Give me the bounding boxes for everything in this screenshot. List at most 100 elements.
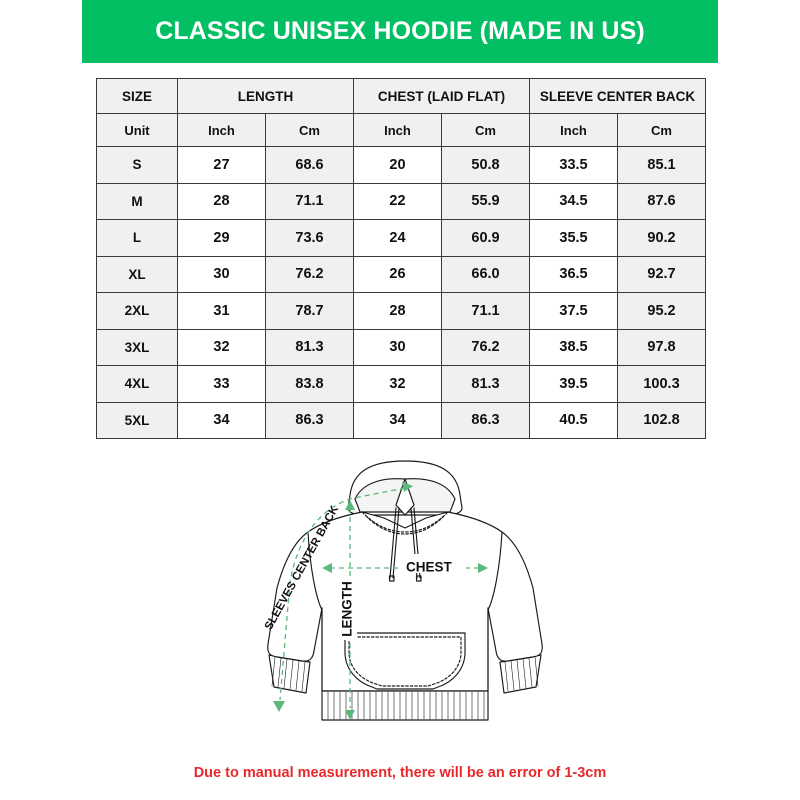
cell-length-inch: 28 <box>177 182 266 220</box>
cell-sleeve-inch: 34.5 <box>529 182 619 220</box>
length-label-bg <box>338 578 357 640</box>
cell-chest-inch: 26 <box>353 255 442 293</box>
cell-size: L <box>96 219 178 257</box>
cell-chest-inch: 32 <box>353 365 442 403</box>
chest-arrow-right <box>478 563 488 573</box>
cell-sleeve-cm: 102.8 <box>617 401 707 439</box>
kangaroo-pocket <box>344 632 466 690</box>
table-row: XL 30 76.2 26 66.0 36.5 92.7 <box>96 255 707 293</box>
cell-sleeve-inch: 36.5 <box>529 255 619 293</box>
cell-sleeve-inch: 37.5 <box>529 292 619 330</box>
unit-header-chest-in: Inch <box>353 113 442 147</box>
cell-sleeve-cm: 87.6 <box>617 182 707 220</box>
cell-chest-inch: 30 <box>353 328 442 366</box>
cell-chest-cm: 81.3 <box>440 365 531 403</box>
cell-length-inch: 31 <box>177 292 266 330</box>
cell-sleeve-cm: 92.7 <box>617 255 707 293</box>
size-chart-table: SIZE LENGTH CHEST (LAID FLAT) SLEEVE CEN… <box>96 78 707 439</box>
hoodie-measurement-diagram: CHEST LENGTH SLEEVES CENTER BACK <box>250 448 560 753</box>
cell-length-cm: 86.3 <box>265 401 354 439</box>
sleeve-measure-line <box>279 487 406 701</box>
table-row: S 27 68.6 20 50.8 33.5 85.1 <box>96 146 707 184</box>
table-row: 4XL 33 83.8 32 81.3 39.5 100.3 <box>96 365 707 403</box>
cell-chest-cm: 66.0 <box>440 255 531 293</box>
unit-header-row: Unit Inch Cm Inch Cm Inch Cm <box>96 113 707 147</box>
cell-length-inch: 27 <box>177 146 266 184</box>
length-label: LENGTH <box>340 581 355 637</box>
cell-length-cm: 83.8 <box>265 365 354 403</box>
cell-length-inch: 33 <box>177 365 266 403</box>
cell-sleeve-inch: 39.5 <box>529 365 619 403</box>
cell-chest-cm: 55.9 <box>440 182 531 220</box>
table-row: L 29 73.6 24 60.9 35.5 90.2 <box>96 219 707 257</box>
drawstring-left <box>389 507 397 579</box>
waistband <box>321 690 489 721</box>
cell-chest-inch: 28 <box>353 292 442 330</box>
cell-chest-inch: 20 <box>353 146 442 184</box>
waistband-ribbing <box>327 691 485 720</box>
cell-chest-cm: 50.8 <box>440 146 531 184</box>
unit-header-length-cm: Cm <box>265 113 354 147</box>
cell-chest-inch: 22 <box>353 182 442 220</box>
cell-length-cm: 71.1 <box>265 182 354 220</box>
chest-arrow-left <box>322 563 332 573</box>
cuff-right-ribbing <box>504 656 539 692</box>
chest-label: CHEST <box>406 560 453 575</box>
unit-header-label: Unit <box>96 113 178 147</box>
title-banner: CLASSIC UNISEX HOODIE (MADE IN US) <box>82 0 718 63</box>
unit-header-length-in: Inch <box>177 113 266 147</box>
measurement-disclaimer: Due to manual measurement, there will be… <box>193 765 607 781</box>
cell-sleeve-cm: 85.1 <box>617 146 707 184</box>
cell-length-cm: 73.6 <box>265 219 354 257</box>
unit-header-sleeve-in: Inch <box>529 113 619 147</box>
page-title: CLASSIC UNISEX HOODIE (MADE IN US) <box>155 17 645 45</box>
armhole-right <box>487 531 503 611</box>
cell-length-inch: 32 <box>177 328 266 366</box>
cell-length-cm: 68.6 <box>265 146 354 184</box>
cell-sleeve-cm: 90.2 <box>617 219 707 257</box>
group-header-length: LENGTH <box>177 78 354 114</box>
cell-size: S <box>96 146 178 184</box>
drawstring-left-b <box>392 507 400 579</box>
table-row: M 28 71.1 22 55.9 34.5 87.6 <box>96 182 707 220</box>
cuff-left-ribbing <box>271 656 306 692</box>
unit-header-chest-cm: Cm <box>440 113 531 147</box>
cell-length-cm: 76.2 <box>265 255 354 293</box>
cell-sleeve-cm: 97.8 <box>617 328 707 366</box>
cell-length-inch: 29 <box>177 219 266 257</box>
neckline-seam <box>361 511 449 533</box>
cuff-left <box>268 654 311 694</box>
aglet-right <box>415 575 422 582</box>
cell-chest-cm: 76.2 <box>440 328 531 366</box>
cell-length-inch: 30 <box>177 255 266 293</box>
cell-size: 4XL <box>96 365 178 403</box>
chest-label-bg <box>400 554 466 573</box>
group-header-sleeve: SLEEVE CENTER BACK <box>529 78 707 114</box>
pocket-stitch <box>348 636 462 687</box>
table-body: S 27 68.6 20 50.8 33.5 85.1 M 28 71.1 22 55.9 34.5 87… <box>96 146 707 439</box>
cell-sleeve-inch: 33.5 <box>529 146 619 184</box>
group-header-chest: CHEST (LAID FLAT) <box>352 78 531 114</box>
group-header-row: SIZE LENGTH CHEST (LAID FLAT) SLEEVE CEN… <box>96 78 707 114</box>
cell-size: XL <box>96 255 178 293</box>
cell-length-inch: 34 <box>177 401 266 439</box>
cell-length-cm: 78.7 <box>265 292 354 330</box>
cell-chest-cm: 71.1 <box>440 292 531 330</box>
sleeve-arrow-top <box>402 482 413 492</box>
cell-sleeve-inch: 38.5 <box>529 328 619 366</box>
armhole-left <box>307 531 323 611</box>
sleeve-arrow-bottom <box>273 701 285 712</box>
cell-sleeve-inch: 40.5 <box>529 401 619 439</box>
hoodie-outline-group <box>267 460 543 721</box>
cell-size: M <box>96 182 178 220</box>
cuff-right <box>499 654 542 694</box>
cell-size: 5XL <box>96 401 178 439</box>
neckline-seam-inner <box>365 515 445 535</box>
group-header-size: SIZE <box>96 78 178 114</box>
hood-center-fold <box>395 478 415 516</box>
length-arrow-top <box>345 500 355 510</box>
cell-chest-inch: 34 <box>353 401 442 439</box>
cell-chest-inch: 24 <box>353 219 442 257</box>
cell-size: 2XL <box>96 292 178 330</box>
